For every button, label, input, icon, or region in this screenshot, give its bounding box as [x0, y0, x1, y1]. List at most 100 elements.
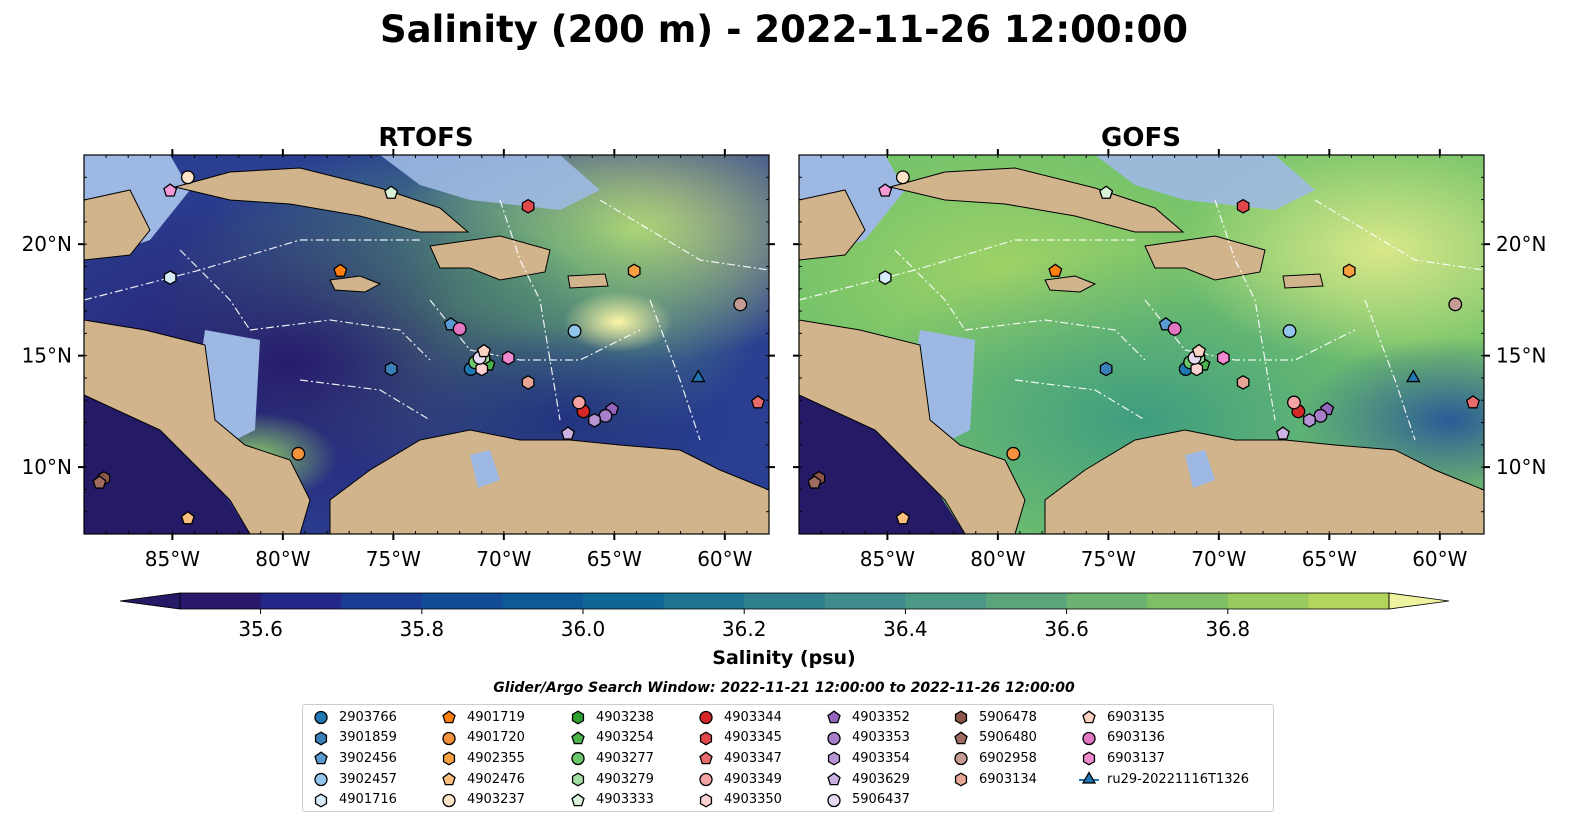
- legend-symbol: [314, 751, 328, 765]
- figure-title: Salinity (200 m) - 2022-11-26 12:00:00: [380, 8, 1188, 51]
- rtofs-marker-4903353: [598, 408, 613, 423]
- gofs-y-tick-label: 10°N: [1496, 455, 1546, 479]
- legend-symbol: [699, 731, 713, 746]
- rtofs-marker-6903137b: [163, 183, 178, 197]
- rtofs-frame: [83, 154, 770, 535]
- legend-symbol: [314, 710, 328, 725]
- legend-entry-4903237: 4903237: [439, 791, 525, 809]
- legend-entry-4903238: 4903238: [568, 708, 654, 726]
- legend-label: 4903344: [724, 709, 782, 725]
- colorbar: 35.6 35.8 36.0 36.2 36.4 36.6 36.8 Salinity (p…: [119, 592, 1450, 669]
- legend-label: 5906437: [852, 792, 910, 808]
- legend-symbol: [827, 710, 841, 724]
- gofs-marker-3901859: [1099, 361, 1113, 377]
- rtofs-land-maracaibo: [470, 450, 500, 488]
- gofs-marker-4903347: [1465, 395, 1481, 409]
- colorbar-ticks: 35.6 35.8 36.0 36.2 36.4 36.6 36.8: [238, 609, 1250, 641]
- colorbar-cell: [905, 593, 987, 609]
- legend-marker-hexagon-icon: [442, 751, 456, 766]
- legend-label: 3901859: [339, 730, 397, 746]
- gofs-land-yucatan: [799, 189, 866, 261]
- legend-label: 4901719: [467, 709, 525, 725]
- colorbar-tick-label: 36.8: [1206, 617, 1251, 641]
- legend-marker-pentagon-icon: [699, 751, 713, 765]
- legend-entry-4901716: 4901716: [311, 791, 397, 809]
- legend-label: 4903349: [724, 771, 782, 787]
- legend-label: 4903629: [852, 771, 910, 787]
- search-window-label: Glider/Argo Search Window: 2022-11-21 12…: [493, 680, 1075, 696]
- legend-entry-4903350: 4903350: [696, 791, 782, 809]
- colorbar-tick-label: 36.6: [1044, 617, 1089, 641]
- legend-symbol: [954, 752, 968, 766]
- legend-label: 4903277: [596, 750, 654, 766]
- rtofs-land-central-america: [84, 319, 311, 534]
- rtofs-y-tick-label: 15°N: [22, 344, 72, 368]
- gofs-marker-4902355: [1342, 263, 1356, 279]
- legend-symbol: [314, 772, 328, 787]
- rtofs-map: [84, 155, 769, 534]
- rtofs-panel: RTOFS: [22, 123, 775, 571]
- rtofs-y-tick-label: 20°N: [22, 232, 72, 256]
- gofs-x-tick-label: 70°W: [1191, 547, 1246, 571]
- legend-label: 5906480: [979, 730, 1037, 746]
- legend-symbol: [571, 793, 585, 807]
- rtofs-land-puerto-rico: [567, 273, 609, 289]
- rtofs-marker-4903349: [572, 395, 586, 410]
- rtofs-marker-3902457: [567, 324, 582, 339]
- legend-entry-4903277: 4903277: [568, 749, 654, 767]
- legend-symbol: [571, 710, 585, 725]
- rtofs-shelf-bahamas: [380, 155, 600, 210]
- legend-symbol: [954, 710, 968, 725]
- legend-label: 6903135: [1107, 709, 1165, 725]
- legend-label: 4903353: [852, 730, 910, 746]
- float-legend: 2903766 3901859 3902456 3902457 4901716 49017…: [302, 704, 1274, 812]
- legend-label: 3902457: [339, 771, 397, 787]
- gofs-x-tick-label: 85°W: [860, 547, 915, 571]
- legend-symbol: [699, 710, 713, 725]
- gofs-marker-6903136: [1167, 321, 1182, 336]
- rtofs-x-tick-label: 75°W: [366, 547, 421, 571]
- rtofs-land-cuba: [174, 167, 470, 233]
- legend-marker-hexagon-icon: [699, 793, 713, 808]
- legend-symbol: [442, 731, 456, 745]
- legend-marker-circle-icon: [954, 752, 968, 766]
- colorbar-extend-high: [1388, 592, 1450, 610]
- legend-symbol: [1082, 751, 1096, 766]
- legend-entry-6903137: 6903137: [1079, 749, 1165, 767]
- legend-marker-pentagon-icon: [954, 731, 968, 744]
- gofs-x-tick-label: 65°W: [1302, 547, 1357, 571]
- legend-symbol: [699, 793, 713, 808]
- legend-marker-pentagon-icon: [1082, 710, 1096, 724]
- gofs-land-jamaica: [1044, 275, 1097, 293]
- rtofs-x-tick-label: 70°W: [476, 547, 531, 571]
- rtofs-marker-4903345: [521, 198, 535, 214]
- legend-symbol: [699, 772, 713, 787]
- legend-marker-triangle-icon: [1079, 771, 1099, 784]
- rtofs-x-tick-label: 85°W: [145, 547, 200, 571]
- rtofs-land-hispaniola: [429, 235, 551, 281]
- gofs-marker-4903349: [1287, 395, 1301, 410]
- rtofs-marker-3901859: [384, 361, 398, 377]
- gofs-marker-4903350: [1190, 361, 1204, 377]
- legend-label: 3902456: [339, 750, 397, 766]
- gofs-shelf-bahamas: [1095, 155, 1315, 210]
- rtofs-marker-6902958: [733, 297, 748, 312]
- legend-label: 4903347: [724, 750, 782, 766]
- legend-label: 5906478: [979, 709, 1037, 725]
- legend-label: 4902476: [467, 771, 525, 787]
- legend-entry-3901859: 3901859: [311, 729, 397, 747]
- legend-label: 4903350: [724, 792, 782, 808]
- legend-entry-6903136: 6903136: [1079, 729, 1165, 747]
- rtofs-marker-6903135: [476, 343, 492, 358]
- rtofs-land-jamaica: [329, 275, 382, 293]
- legend-entry-4903354: 4903354: [824, 749, 910, 767]
- rtofs-marker-4903237: [180, 170, 195, 185]
- legend-symbol: [1082, 731, 1096, 745]
- colorbar-tick-label: 36.4: [883, 617, 928, 641]
- gofs-x-tick-label: 60°W: [1412, 547, 1467, 571]
- legend-entry-6903135: 6903135: [1079, 708, 1165, 726]
- legend-entry-ru29-20221116T1326: ru29-20221116T1326: [1079, 770, 1249, 788]
- gofs-marker-4901719: [1048, 263, 1063, 277]
- gofs-panel-title: GOFS: [1101, 123, 1181, 153]
- legend-label: 4903352: [852, 709, 910, 725]
